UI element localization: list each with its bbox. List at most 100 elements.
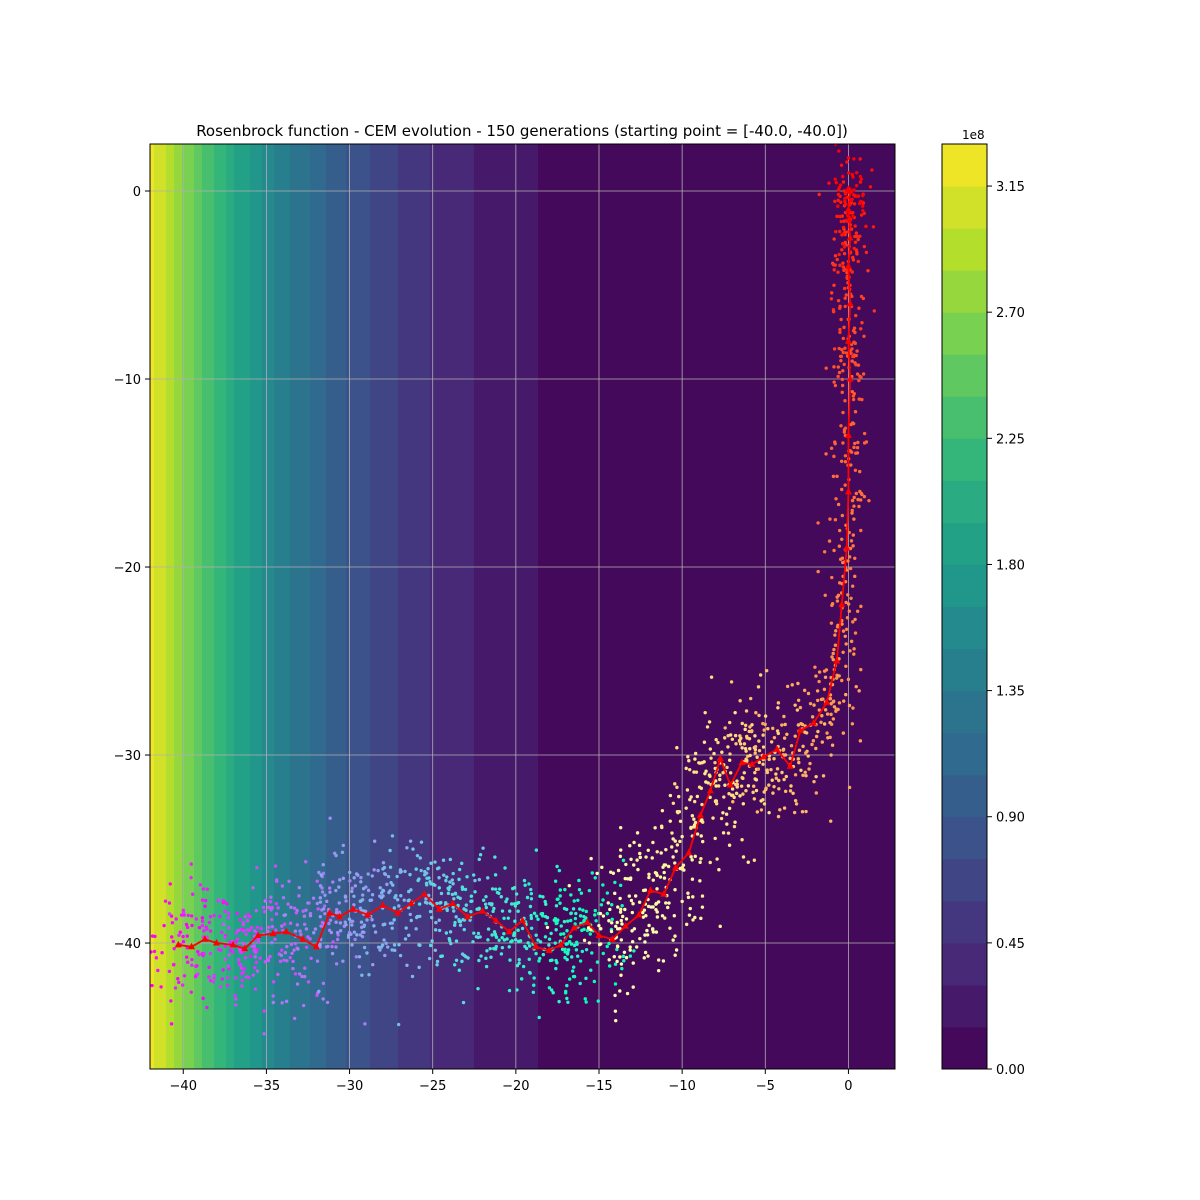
sample-point — [854, 313, 858, 318]
sample-point — [189, 875, 193, 880]
trajectory-marker — [833, 657, 841, 664]
sample-point — [429, 861, 433, 865]
sample-point — [465, 875, 469, 879]
sample-point — [281, 895, 286, 900]
sample-point — [609, 870, 613, 874]
sample-point — [630, 910, 635, 915]
sample-point — [261, 905, 266, 910]
sample-point — [516, 928, 520, 932]
sample-point — [572, 943, 577, 948]
trajectory-marker — [823, 698, 831, 705]
sample-point — [777, 778, 781, 783]
sample-point — [328, 918, 333, 923]
y-tick-label: −40 — [114, 937, 141, 952]
sample-point — [857, 504, 861, 509]
sample-point — [584, 916, 588, 920]
contour-band — [750, 144, 755, 1069]
sample-point — [386, 945, 390, 949]
sample-point — [750, 729, 754, 733]
sample-point — [744, 709, 749, 713]
sample-point — [549, 931, 553, 936]
contour-band — [422, 144, 427, 1069]
sample-point — [334, 853, 338, 858]
sample-point — [858, 180, 863, 184]
sample-point — [212, 913, 216, 918]
sample-point — [693, 820, 698, 825]
sample-point — [765, 668, 769, 673]
sample-point — [853, 556, 857, 561]
sample-point — [435, 959, 440, 964]
sample-point — [295, 982, 300, 986]
sample-point — [417, 902, 422, 906]
contour-band — [270, 144, 275, 1069]
sample-point — [852, 647, 856, 651]
sample-point — [359, 880, 363, 884]
contour-band — [390, 144, 395, 1069]
sample-point — [330, 944, 334, 949]
sample-point — [177, 980, 181, 985]
sample-point — [771, 791, 775, 795]
contour-band — [578, 144, 583, 1069]
sample-point — [167, 912, 172, 916]
contour-band — [550, 144, 555, 1069]
contour-band — [546, 144, 551, 1069]
sample-point — [362, 945, 367, 950]
sample-point — [796, 757, 801, 761]
sample-point — [169, 999, 173, 1003]
sample-point — [389, 881, 393, 885]
sample-point — [481, 898, 486, 902]
sample-point — [851, 533, 855, 537]
sample-point — [632, 863, 636, 867]
sample-point — [839, 219, 844, 224]
sample-point — [864, 250, 869, 255]
sample-point — [853, 574, 857, 579]
sample-point — [833, 254, 838, 258]
sample-point — [506, 916, 510, 920]
sample-point — [635, 858, 639, 862]
sample-point — [270, 925, 275, 929]
sample-point — [446, 891, 451, 896]
sample-point — [220, 977, 225, 981]
sample-point — [837, 701, 842, 705]
sample-point — [605, 911, 609, 916]
sample-point — [493, 855, 497, 859]
sample-point — [184, 922, 189, 927]
sample-point — [529, 887, 533, 892]
sample-point — [841, 369, 845, 373]
colorbar-band — [942, 648, 987, 692]
sample-point — [839, 200, 843, 204]
sample-point — [675, 745, 679, 750]
sample-point — [431, 882, 436, 887]
sample-point — [427, 876, 431, 880]
sample-point — [475, 907, 479, 911]
sample-point — [378, 886, 382, 890]
sample-point — [691, 895, 695, 899]
sample-point — [756, 685, 761, 689]
sample-point — [238, 948, 242, 952]
sample-point — [637, 843, 642, 848]
sample-point — [457, 968, 462, 972]
trajectory-marker — [696, 811, 704, 818]
sample-point — [477, 958, 481, 963]
sample-point — [699, 856, 703, 861]
sample-point — [668, 926, 672, 930]
sample-point — [293, 929, 298, 933]
sample-point — [572, 974, 577, 979]
sample-point — [831, 651, 835, 656]
sample-point — [843, 426, 848, 430]
contour-band — [342, 144, 347, 1069]
sample-point — [814, 674, 818, 678]
sample-point — [435, 963, 439, 967]
sample-point — [584, 909, 588, 914]
sample-point — [547, 943, 551, 947]
sample-point — [423, 869, 427, 874]
sample-point — [842, 268, 846, 273]
sample-point — [226, 916, 231, 920]
contour-band — [706, 144, 711, 1069]
sample-point — [796, 698, 801, 702]
trajectory-marker — [583, 918, 591, 925]
sample-point — [318, 915, 323, 919]
sample-point — [296, 947, 300, 951]
sample-point — [587, 888, 592, 893]
contour-band — [350, 144, 355, 1069]
